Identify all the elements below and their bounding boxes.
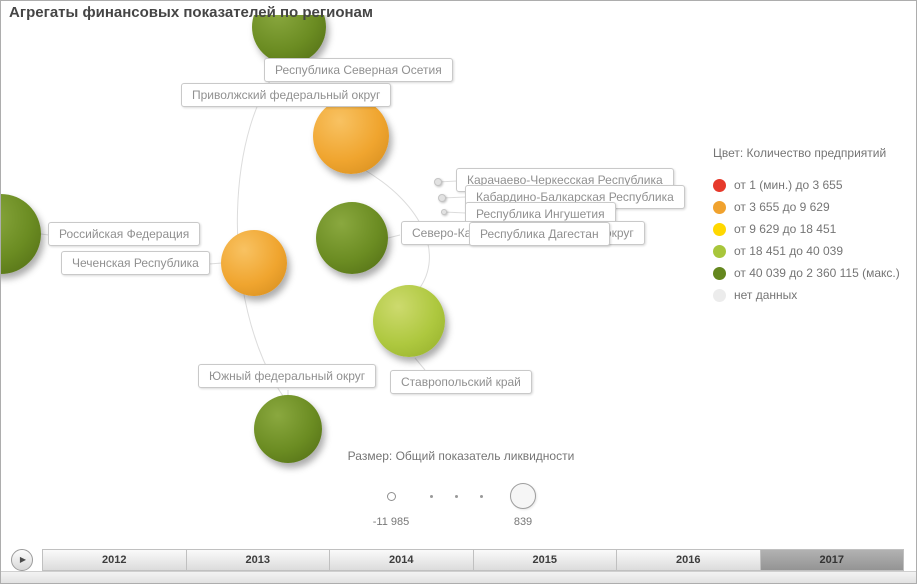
timeline-year-2017[interactable]: 2017: [760, 549, 904, 571]
legend-items: от 1 (мин.) до 3 655 от 3 655 до 9 629 от …: [713, 178, 900, 302]
region-label[interactable]: Ставропольский край: [390, 370, 532, 394]
legend-item[interactable]: от 3 655 до 9 629: [713, 200, 900, 214]
region-label[interactable]: Чеченская Республика: [61, 251, 210, 275]
region-label[interactable]: Российская Федерация: [48, 222, 201, 246]
region-label[interactable]: Республика Дагестан: [469, 222, 610, 246]
legend-item[interactable]: от 18 451 до 40 039: [713, 244, 900, 258]
region-bubble[interactable]: [316, 202, 388, 274]
timeline-year-2013[interactable]: 2013: [186, 549, 330, 571]
play-icon: ▶: [19, 555, 27, 564]
legend-item[interactable]: от 1 (мин.) до 3 655: [713, 178, 900, 192]
region-bubble[interactable]: [254, 395, 322, 463]
legend-item[interactable]: от 9 629 до 18 451: [713, 222, 900, 236]
timeline-year-2015[interactable]: 2015: [473, 549, 617, 571]
timeline-year-2016[interactable]: 2016: [617, 549, 761, 571]
legend-label: от 3 655 до 9 629: [734, 200, 830, 214]
play-button[interactable]: ▶: [11, 549, 33, 571]
legend-label: нет данных: [734, 288, 798, 302]
legend-label: от 1 (мин.) до 3 655: [734, 178, 843, 192]
legend-item[interactable]: от 40 039 до 2 360 115 (макс.): [713, 266, 900, 280]
region-bubble[interactable]: [434, 178, 442, 186]
legend-color-swatch: [713, 244, 726, 258]
timeline-year-2012[interactable]: 2012: [42, 549, 187, 571]
legend-color-swatch: [713, 222, 726, 236]
legend-title: Цвет: Количество предприятий: [713, 146, 887, 160]
timeline-track: 2012 2013 2014 2015 2016 2017: [42, 549, 904, 571]
legend-label: от 40 039 до 2 360 115 (макс.): [734, 266, 900, 280]
region-label[interactable]: Приволжский федеральный округ: [181, 83, 392, 107]
region-bubble[interactable]: [373, 285, 445, 357]
bubble-chart: Республика Северная Осетия Приволжский фе…: [1, 15, 916, 549]
color-legend: Цвет: Количество предприятий от 1 (мин.)…: [713, 146, 900, 310]
region-label[interactable]: Южный федеральный округ: [198, 364, 377, 388]
timeline: ▶ 2012 2013 2014 2015 2016 2017: [1, 549, 916, 571]
bottom-scrollbar[interactable]: [1, 571, 916, 583]
region-bubble[interactable]: [438, 194, 446, 202]
legend-color-swatch: [713, 178, 726, 192]
page-title: Агрегаты финансовых показателей по регио…: [9, 4, 373, 21]
region-label[interactable]: Республика Северная Осетия: [264, 58, 453, 82]
legend-label: от 9 629 до 18 451: [734, 222, 837, 236]
legend-label: от 18 451 до 40 039: [734, 244, 843, 258]
region-bubble[interactable]: [313, 98, 389, 174]
legend-color-swatch: [713, 266, 726, 280]
legend-color-swatch: [713, 200, 726, 214]
timeline-year-2014[interactable]: 2014: [330, 549, 474, 571]
legend-color-swatch: [713, 288, 726, 302]
legend-item[interactable]: нет данных: [713, 288, 900, 302]
region-bubble[interactable]: [441, 209, 447, 215]
region-bubble[interactable]: [221, 230, 287, 296]
